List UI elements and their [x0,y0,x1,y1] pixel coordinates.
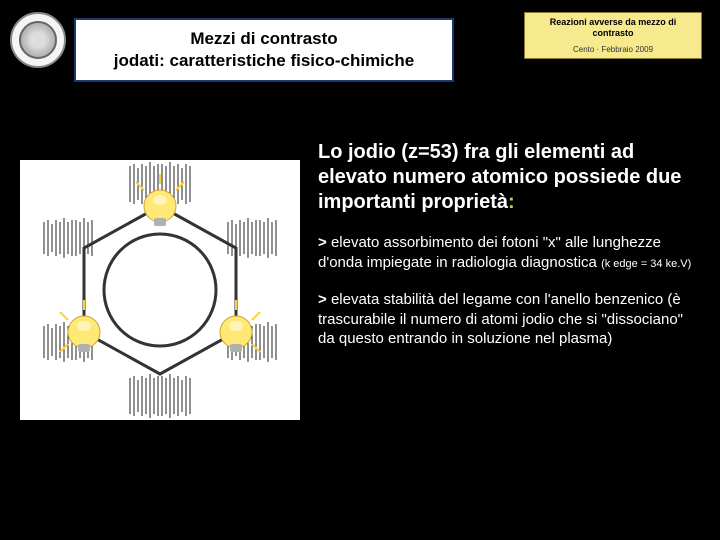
bullet-2: > elevata stabilità del legame con l'ane… [318,290,700,349]
text-content: Lo jodio (z=53) fra gli elementi ad elev… [318,140,700,349]
bulb-bl-icon [60,300,100,352]
title-text: Mezzi di contrasto jodati: caratteristic… [90,28,438,72]
title-line1: Mezzi di contrasto [190,29,337,48]
bullet-1: > elevato assorbimento dei fotoni "x" al… [318,233,700,272]
bulb-br-icon [220,300,260,352]
iodine-diagram [20,160,300,420]
bullet2-marker: > [318,291,331,308]
bullet1-small: (k edge = 34 ke.V) [601,258,691,270]
top-right-subtitle: Cento · Febbraio 2009 [531,45,695,54]
benzene-circle-icon [104,234,216,346]
title-line2: jodati: caratteristiche fisico-chimiche [114,51,414,70]
top-right-title: Reazioni avverse da mezzo di contrasto [531,17,695,39]
lead-text: Lo jodio (z=53) fra gli elementi ad elev… [318,141,681,213]
top-right-box: Reazioni avverse da mezzo di contrasto C… [524,12,702,59]
bulb-top-icon [136,174,184,226]
benzene-hexagon-icon [84,206,236,374]
lead-colon: : [508,191,515,213]
lead-paragraph: Lo jodio (z=53) fra gli elementi ad elev… [318,140,700,215]
hexagon-ring-svg [20,160,300,420]
bullet1-marker: > [318,234,331,251]
crest-logo [10,12,66,68]
bullet2-text: elevata stabilità del legame con l'anell… [318,291,683,347]
crest-inner-icon [19,21,57,59]
title-box: Mezzi di contrasto jodati: caratteristic… [74,18,454,82]
